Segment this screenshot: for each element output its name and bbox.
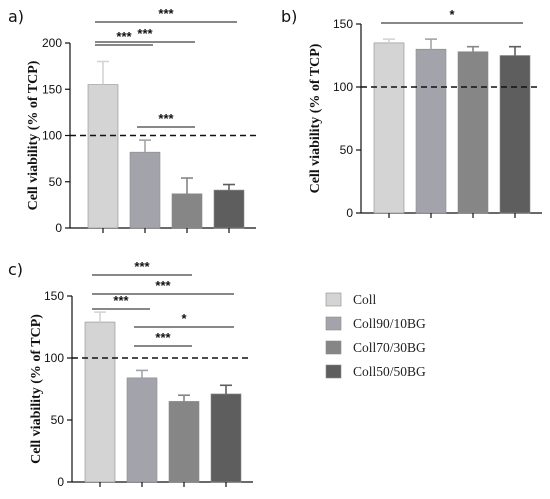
significance-label: *** [158,111,174,126]
chart-panel-b: b) Cell viability (% of TCP) 0 50 100 150 * [281,7,542,220]
bar-coll70-30bg [168,401,200,483]
bar-coll [87,84,119,229]
y-tick-label: 50 [51,413,65,427]
bar-coll50-50bg [499,55,531,214]
legend-swatch [325,316,342,331]
bar-coll90-10bg [415,48,447,214]
bar-coll90-10bg [129,151,161,229]
significance-label: *** [158,6,174,21]
significance-label: *** [113,293,129,308]
legend-label: Coll50/50BG [353,364,426,379]
y-tick-label: 100 [42,129,62,143]
legend-label: Coll90/10BG [353,316,426,331]
bar-coll70-30bg [171,193,203,229]
y-axis-label: Cell viability (% of TCP) [26,60,41,210]
significance-label: *** [116,29,132,44]
y-tick-label: 0 [55,221,62,235]
significance-label: *** [134,259,150,274]
bar-coll [84,321,116,483]
legend-swatch [325,292,342,307]
y-tick-label: 200 [42,36,62,50]
y-tick-label: 50 [340,143,354,157]
bar-coll [373,42,405,214]
y-tick-label: 150 [42,82,62,96]
panel-letter: b) [281,7,297,26]
y-tick-label: 150 [333,17,353,31]
y-tick-label: 0 [346,206,353,220]
y-axis-label: Cell viability (% of TCP) [29,314,44,464]
y-axis-label: Cell viability (% of TCP) [308,43,323,193]
bar-coll50-50bg [213,189,245,229]
significance-label: * [449,7,455,22]
legend-swatch [325,340,342,355]
significance-label: *** [137,26,153,41]
chart-panels: a) Cell viability (% of TCP) 0 50 100 150 200 *… [8,6,542,489]
y-tick-label: 150 [44,289,64,303]
bar-coll90-10bg [126,377,158,483]
chart-panel-c: c)Cell viability (% of TCP)050100150****… [8,259,253,489]
significance-label: *** [155,278,171,293]
bar-coll70-30bg [457,51,489,214]
legend-label: Coll [353,292,377,307]
panel-letter: a) [8,7,24,26]
panel-letter: c) [8,260,23,279]
y-tick-label: 0 [57,475,64,489]
chart-panel-a: a) Cell viability (% of TCP) 0 50 100 150 200 *… [8,6,258,235]
legend-swatch [325,364,342,379]
bar-coll50-50bg [210,393,242,483]
significance-label: * [181,311,187,326]
y-tick-label: 50 [49,175,63,189]
legend: Coll Coll90/10BG Coll70/30BG Coll50/50BG [325,292,426,379]
significance-label: *** [155,330,171,345]
y-tick-label: 100 [44,351,64,365]
legend-label: Coll70/30BG [353,340,426,355]
y-tick-label: 100 [333,80,353,94]
